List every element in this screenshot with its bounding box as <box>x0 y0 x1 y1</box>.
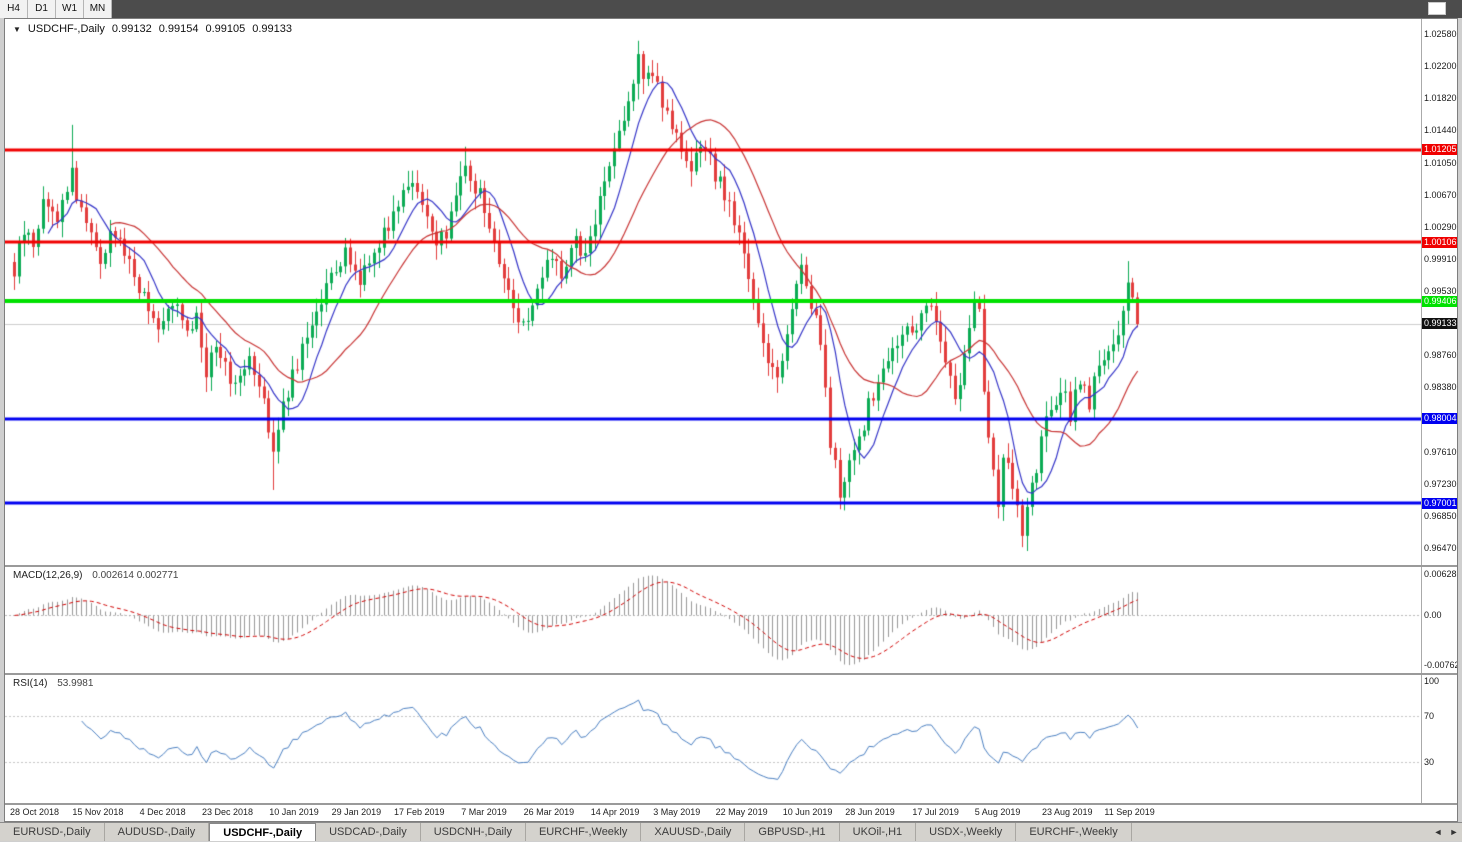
rsi-canvas[interactable] <box>5 675 1421 803</box>
level-price-label: 0.98004 <box>1422 413 1457 425</box>
panel-separator <box>5 803 1457 805</box>
rsi-axis-label: 100 <box>1424 676 1440 686</box>
chart-header: ▼ USDCHF-,Daily 0.99132 0.99154 0.99105 … <box>13 23 292 35</box>
date-axis-label: 10 Jan 2019 <box>269 807 319 817</box>
macd-label: MACD(12,26,9) <box>13 570 83 581</box>
price-axis-tick: 0.97230 <box>1424 479 1457 490</box>
tab-ukoil-h1[interactable]: UKOil-,H1 <box>840 823 917 841</box>
macd-axis-label: 0.00 <box>1424 610 1442 621</box>
date-axis-label: 23 Aug 2019 <box>1042 807 1093 817</box>
tab-usdx-weekly[interactable]: USDX-,Weekly <box>916 823 1017 841</box>
tab-eurchf-weekly-2[interactable]: EURCHF-,Weekly <box>1016 823 1132 841</box>
date-axis-label: 26 Mar 2019 <box>523 807 575 817</box>
tab-usdchf-daily[interactable]: USDCHF-,Daily <box>209 823 317 841</box>
chart-window: ▼ USDCHF-,Daily 0.99132 0.99154 0.99105 … <box>4 18 1458 822</box>
macd-axis-label: 0.006286 <box>1424 569 1457 580</box>
date-axis: 28 Oct 2018 15 Nov 2018 4 Dec 2018 23 Dec 2… <box>5 805 1457 821</box>
price-axis-tick: 1.01050 <box>1424 157 1457 168</box>
quote-open: 0.99132 <box>111 23 152 35</box>
price-axis-tick: 1.00670 <box>1424 189 1457 200</box>
main-chart-panel: ▼ USDCHF-,Daily 0.99132 0.99154 0.99105 … <box>5 19 1457 565</box>
panel-separator[interactable] <box>5 673 1457 675</box>
price-axis-tick: 0.99530 <box>1424 285 1457 296</box>
date-axis-label: 17 Feb 2019 <box>394 807 445 817</box>
tab-xauusd-daily[interactable]: XAUUSD-,Daily <box>641 823 746 841</box>
quote-high: 0.99154 <box>158 23 199 35</box>
price-axis: 1.02580 1.02200 1.01820 1.01440 1.01050 1.006… <box>1421 19 1457 565</box>
date-axis-label: 14 Apr 2019 <box>590 807 640 817</box>
top-toolbar: H4 D1 W1 MN <box>0 0 1462 18</box>
date-axis-label: 4 Dec 2018 <box>139 807 186 817</box>
date-axis-label: 28 Oct 2018 <box>10 807 60 817</box>
macd-title: MACD(12,26,9) 0.002614 0.002771 <box>13 570 178 581</box>
rsi-axis: 100 70 30 <box>1421 675 1457 803</box>
date-axis-label: 5 Aug 2019 <box>974 807 1021 817</box>
date-axis-label: 28 Jun 2019 <box>845 807 895 817</box>
tabs-nav: ◄ ► <box>1430 823 1462 841</box>
timeframe-d1-button[interactable]: D1 <box>28 0 56 18</box>
tabs-scroll-left-button[interactable]: ◄ <box>1433 827 1443 837</box>
macd-axis-label: -0.00762 <box>1424 660 1457 671</box>
timeframe-w1-button[interactable]: W1 <box>56 0 84 18</box>
date-axis-label: 23 Dec 2018 <box>202 807 254 817</box>
tab-eurchf-weekly[interactable]: EURCHF-,Weekly <box>526 823 642 841</box>
price-axis-tick: 0.96850 <box>1424 511 1457 522</box>
price-axis-tick: 1.02200 <box>1424 60 1457 71</box>
rsi-value: 53.9981 <box>57 678 94 689</box>
date-axis-label: 7 Mar 2019 <box>461 807 507 817</box>
price-axis-tick: 0.96470 <box>1424 543 1457 553</box>
macd-values: 0.002614 0.002771 <box>92 570 179 581</box>
chart-symbol-label: USDCHF-,Daily <box>27 23 105 35</box>
price-axis-tick: 0.98760 <box>1424 350 1457 361</box>
level-price-label: 0.97001 <box>1422 497 1457 509</box>
quote-close: 0.99133 <box>252 23 292 35</box>
timeframe-mn-button[interactable]: MN <box>84 0 112 18</box>
price-axis-tick: 1.02580 <box>1424 29 1457 39</box>
date-axis-label: 10 Jun 2019 <box>782 807 833 817</box>
price-axis-tick: 1.01440 <box>1424 124 1457 135</box>
symbol-dropdown-icon[interactable]: ▼ <box>13 24 21 34</box>
rsi-panel: RSI(14) 53.9981 100 70 30 <box>5 675 1457 803</box>
tab-usdcad-daily[interactable]: USDCAD-,Daily <box>316 823 421 841</box>
tab-gbpusd-h1[interactable]: GBPUSD-,H1 <box>745 823 840 841</box>
macd-canvas[interactable] <box>5 567 1421 673</box>
panel-separator[interactable] <box>5 565 1457 567</box>
macd-panel: MACD(12,26,9) 0.002614 0.002771 0.006286… <box>5 567 1457 673</box>
tab-audusd-daily[interactable]: AUDUSD-,Daily <box>105 823 210 841</box>
date-axis-label: 29 Jan 2019 <box>331 807 382 817</box>
timeframe-toolbar: H4 D1 W1 MN <box>0 0 112 18</box>
macd-axis: 0.006286 0.00 -0.00762 <box>1421 567 1457 673</box>
main-chart-canvas[interactable] <box>5 19 1421 565</box>
level-price-label: 0.99406 <box>1422 295 1457 307</box>
price-axis-tick: 0.99910 <box>1424 253 1457 264</box>
rsi-title: RSI(14) 53.9981 <box>13 678 93 689</box>
date-axis-label: 15 Nov 2018 <box>72 807 124 817</box>
rsi-label: RSI(14) <box>13 678 48 689</box>
rsi-axis-label: 30 <box>1424 757 1435 768</box>
tab-eurusd-daily[interactable]: EURUSD-,Daily <box>0 823 105 841</box>
price-axis-tick: 1.00290 <box>1424 221 1457 232</box>
tabs-scroll-right-button[interactable]: ► <box>1449 827 1459 837</box>
current-price-label: 0.99133 <box>1422 318 1457 330</box>
rsi-axis-label: 70 <box>1424 710 1435 721</box>
level-price-label: 1.01205 <box>1422 144 1457 156</box>
date-axis-label: 17 Jul 2019 <box>912 807 959 817</box>
toolbar-right-button[interactable] <box>1428 2 1446 15</box>
date-axis-label: 11 Sep 2019 <box>1104 807 1155 817</box>
price-axis-tick: 0.97610 <box>1424 447 1457 458</box>
level-price-label: 1.00106 <box>1422 236 1457 248</box>
timeframe-h4-button[interactable]: H4 <box>0 0 28 18</box>
price-axis-tick: 0.98380 <box>1424 382 1457 393</box>
quote-low: 0.99105 <box>205 23 246 35</box>
price-axis-tick: 1.01820 <box>1424 92 1457 103</box>
chart-tabs-bar: EURUSD-,Daily AUDUSD-,Daily USDCHF-,Dail… <box>0 822 1462 841</box>
date-axis-label: 3 May 2019 <box>653 807 701 817</box>
date-axis-label: 22 May 2019 <box>715 807 768 817</box>
tab-usdcnh-daily[interactable]: USDCNH-,Daily <box>421 823 526 841</box>
